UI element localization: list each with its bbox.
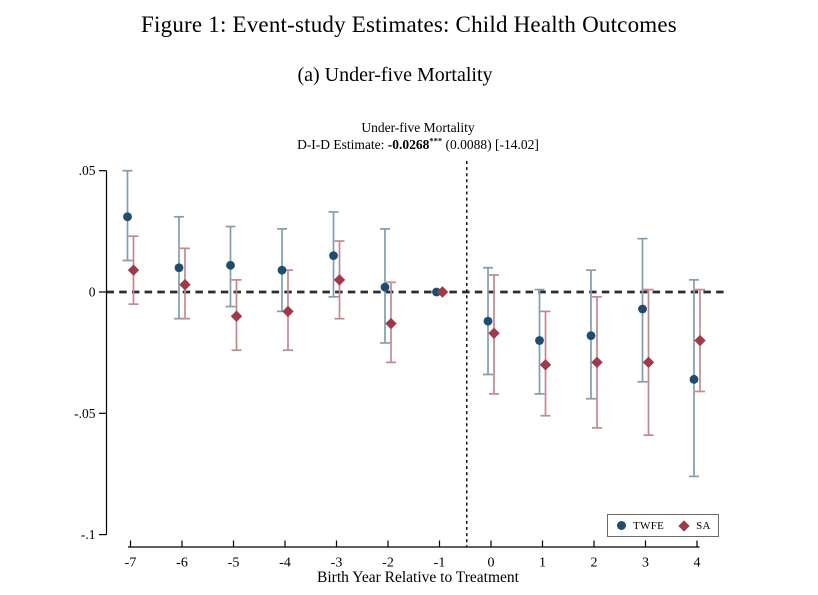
twfe-point xyxy=(329,251,338,261)
twfe-point xyxy=(123,212,132,222)
legend: TWFE SA xyxy=(607,514,719,537)
sa-point xyxy=(591,356,603,369)
twfe-point xyxy=(483,316,493,326)
x-tick-label: 4 xyxy=(694,556,701,571)
x-tick-label: -3 xyxy=(331,556,343,571)
did-tstat: [-14.02] xyxy=(495,137,539,152)
sa-point xyxy=(385,317,397,330)
sa-point xyxy=(642,356,655,369)
twfe-point xyxy=(586,331,596,341)
figure-title: Figure 1: Event-study Estimates: Child H… xyxy=(141,12,677,37)
twfe-point xyxy=(226,260,235,270)
twfe-point xyxy=(689,374,699,384)
did-se: (0.0088) xyxy=(445,137,492,152)
twfe-point xyxy=(380,282,390,292)
twfe-point xyxy=(174,263,184,273)
sa-point xyxy=(230,310,243,322)
twfe-point xyxy=(535,336,544,345)
x-tick-label: 1 xyxy=(539,556,546,571)
x-tick-label: -7 xyxy=(125,556,137,571)
twfe-point xyxy=(432,287,441,297)
x-tick-label: 3 xyxy=(642,556,649,571)
did-prefix: D-I-D Estimate: xyxy=(297,137,385,152)
x-tick-label: 0 xyxy=(488,556,495,571)
did-estimate-line: D-I-D Estimate: -0.0268*** (0.0088) [-14… xyxy=(106,135,730,153)
did-stars: *** xyxy=(429,135,443,146)
twfe-point xyxy=(638,304,647,314)
twfe-point xyxy=(277,265,287,275)
sa-diamond-icon xyxy=(678,519,690,532)
x-tick-label: 2 xyxy=(591,556,598,571)
legend-label-sa: SA xyxy=(696,519,711,532)
twfe-circle-icon xyxy=(617,521,626,530)
sa-point xyxy=(127,264,140,276)
x-tick-label: -1 xyxy=(434,556,446,571)
did-value: -0.0268 xyxy=(387,137,430,152)
sa-point xyxy=(282,305,294,318)
x-tick-label: -5 xyxy=(228,556,240,571)
x-axis-title: Birth Year Relative to Treatment xyxy=(317,569,519,586)
y-tick-label: 0 xyxy=(89,285,96,300)
sa-point xyxy=(539,359,552,371)
sa-point xyxy=(179,279,191,291)
sa-point xyxy=(436,286,449,298)
y-tick-label: .05 xyxy=(79,163,96,178)
x-tick-label: -2 xyxy=(382,556,394,571)
chart-title: Under-five Mortality xyxy=(361,120,475,135)
sa-point xyxy=(694,334,706,347)
y-tick-label: -.05 xyxy=(74,406,96,421)
x-tick-label: -6 xyxy=(176,556,188,571)
panel-label: (a) Under-five Mortality xyxy=(297,64,493,86)
sa-point xyxy=(333,274,346,286)
x-tick-label: -4 xyxy=(279,556,291,571)
sa-point xyxy=(488,327,500,339)
legend-label-twfe: TWFE xyxy=(633,519,665,532)
y-tick-label: -.1 xyxy=(81,527,96,542)
